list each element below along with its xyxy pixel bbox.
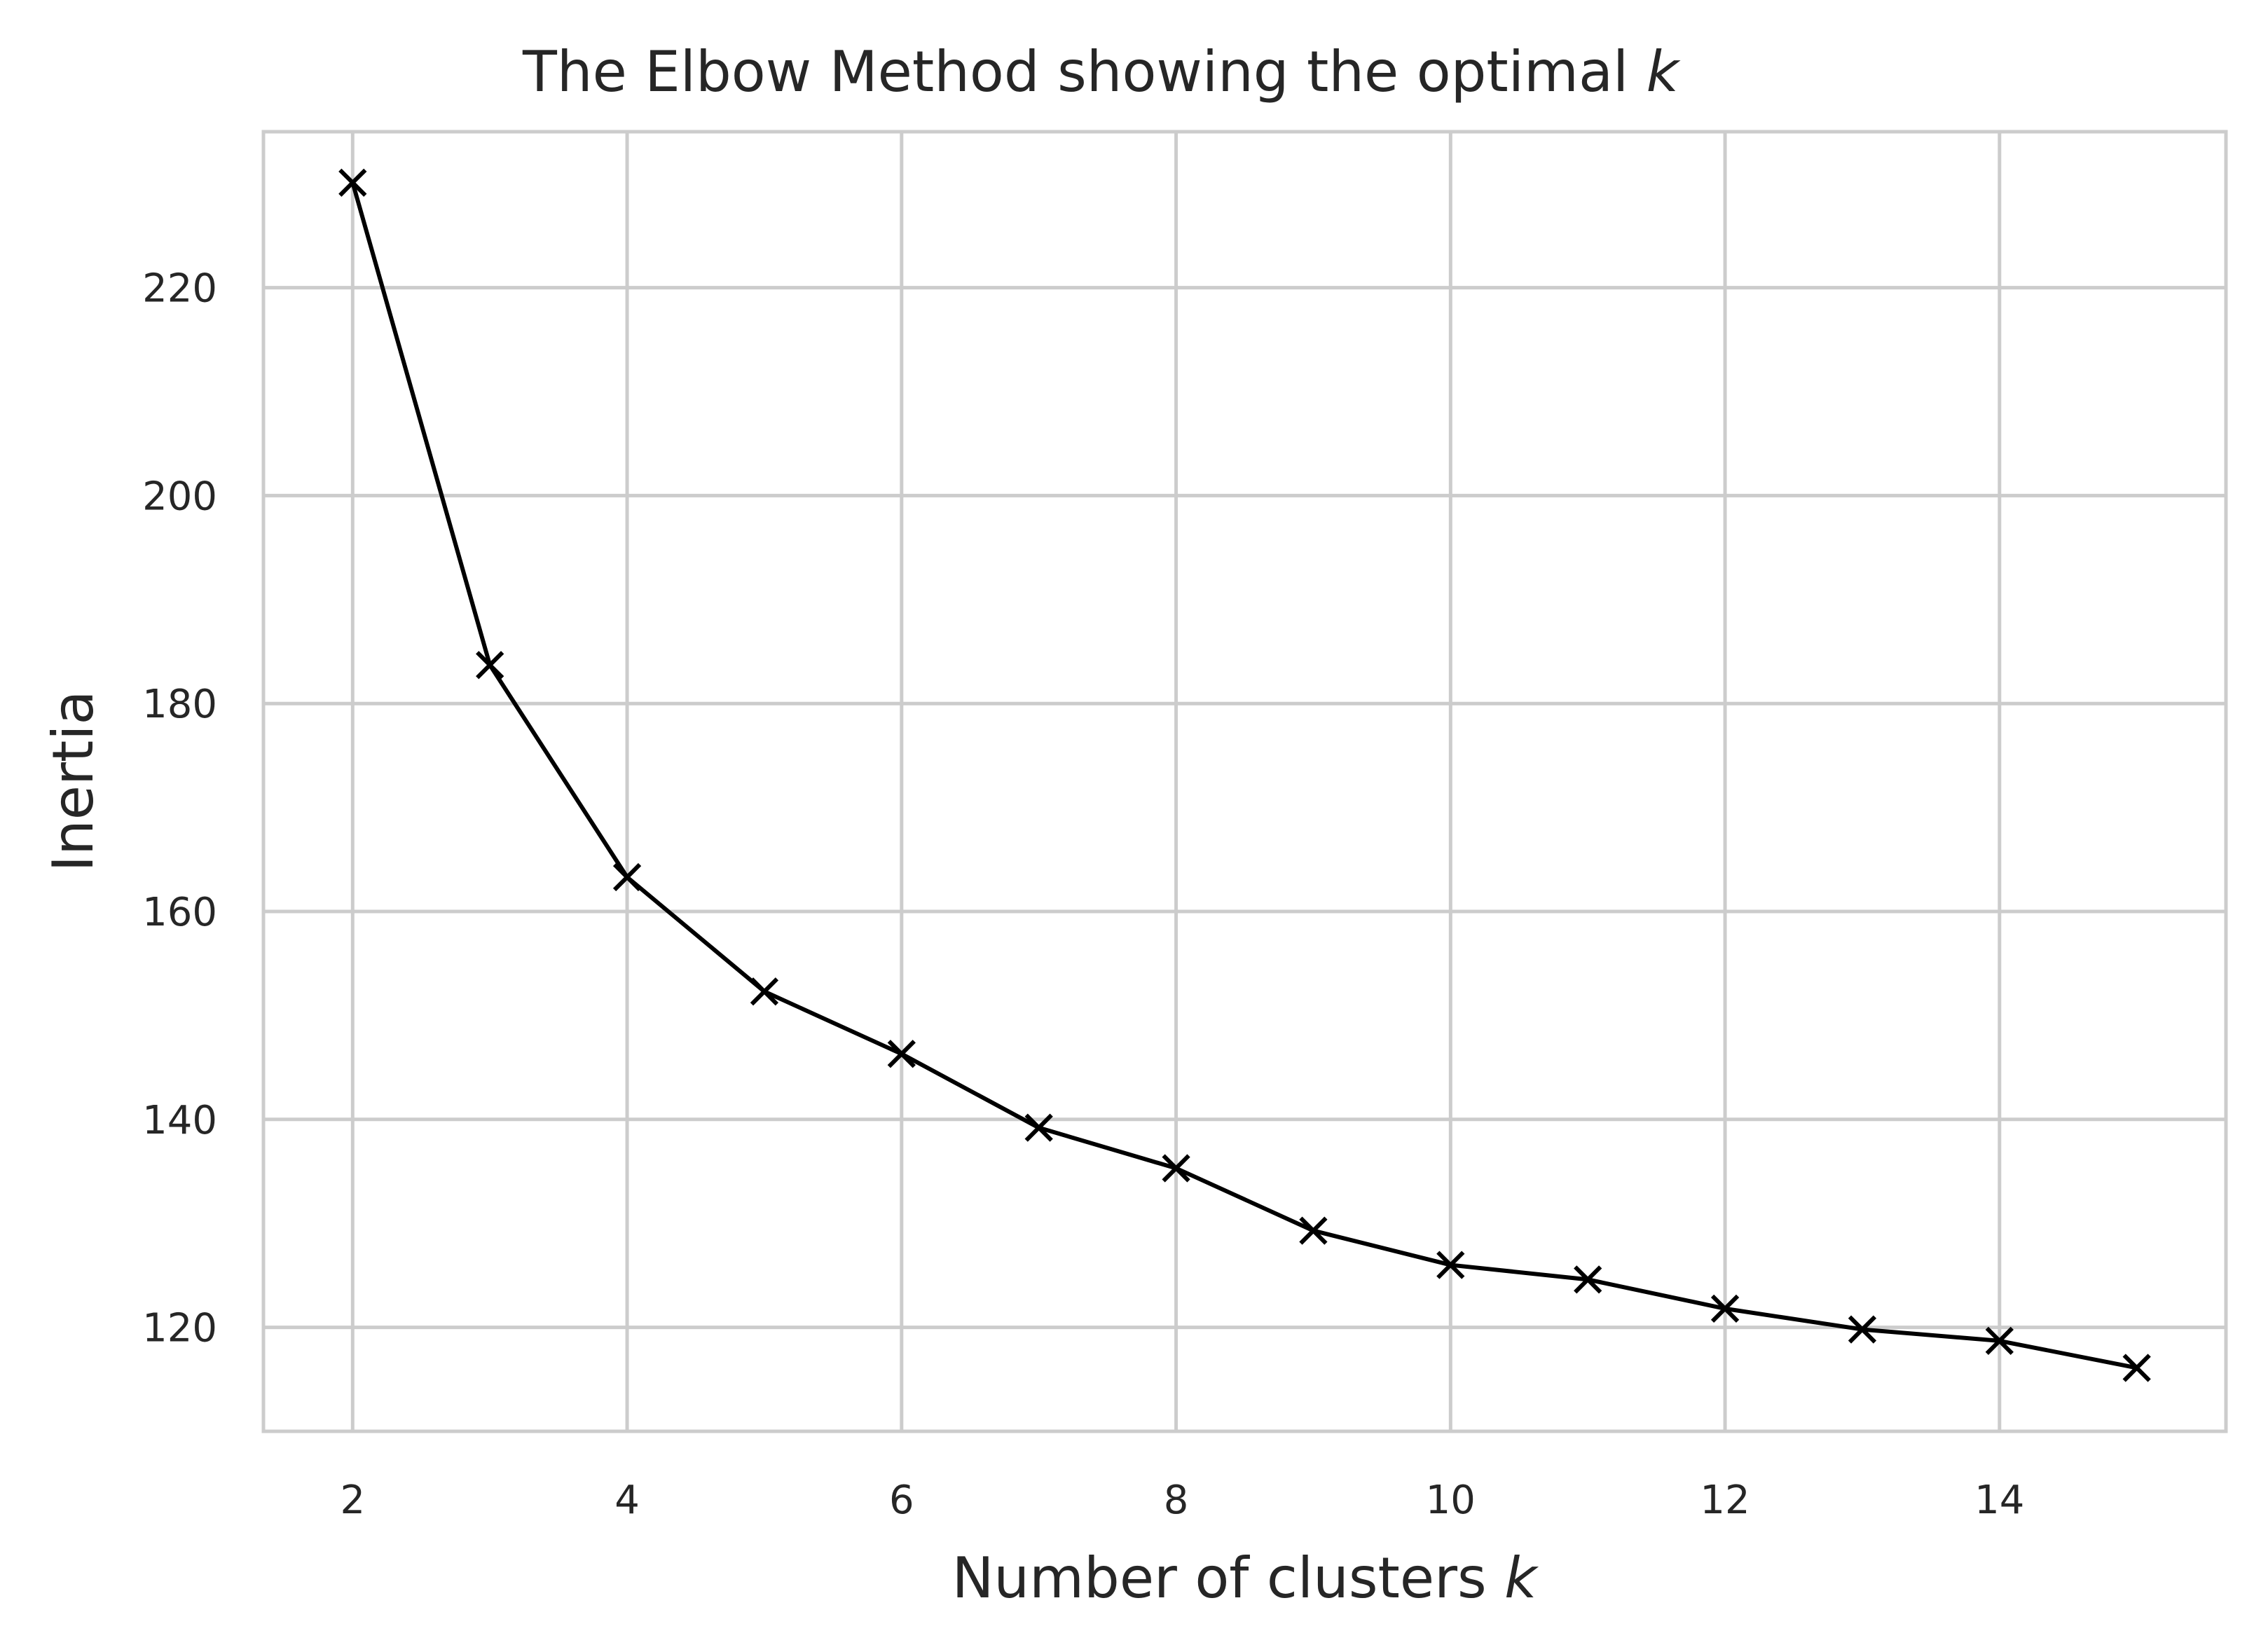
data-point-marker bbox=[1985, 1326, 2014, 1356]
y-tick-label: 160 bbox=[142, 890, 217, 935]
data-point-marker bbox=[1024, 1113, 1053, 1142]
x-tick-label: 2 bbox=[340, 1478, 365, 1523]
data-point-marker bbox=[1574, 1265, 1602, 1294]
chart-title-text: The Elbow Method showing the optimal bbox=[522, 39, 1628, 104]
grid bbox=[263, 132, 2226, 1431]
y-tick-label: 180 bbox=[142, 682, 217, 727]
data-point-marker bbox=[1162, 1154, 1190, 1183]
x-tick-label: 4 bbox=[614, 1478, 640, 1523]
x-axis-label: Number of clusters k bbox=[952, 1546, 1539, 1611]
x-tick-label: 10 bbox=[1426, 1478, 1476, 1523]
plot-frame bbox=[261, 130, 2228, 1433]
x-axis-label-k: k bbox=[1504, 1546, 1539, 1611]
data-point-marker bbox=[612, 862, 642, 892]
data-point-marker bbox=[1436, 1251, 1465, 1279]
data-point-marker bbox=[476, 651, 504, 680]
data-point-marker bbox=[1848, 1315, 1877, 1344]
y-tick-label: 140 bbox=[142, 1098, 217, 1143]
y-tick-label: 220 bbox=[142, 266, 217, 312]
chart-title-k: k bbox=[1647, 39, 1681, 104]
x-tick-label: 8 bbox=[1164, 1478, 1189, 1523]
data-point-marker bbox=[338, 168, 367, 197]
data-markers bbox=[338, 168, 2151, 1382]
tick-labels: 2 4 6 8 10 12 14 120 140 160 180 200 220 bbox=[142, 266, 2024, 1523]
x-tick-label: 12 bbox=[1700, 1478, 1750, 1523]
data-point-marker bbox=[2122, 1354, 2151, 1382]
data-point-marker bbox=[1299, 1216, 1328, 1245]
data-point-marker bbox=[750, 977, 779, 1006]
data-point-marker bbox=[887, 1040, 916, 1068]
x-tick-label: 14 bbox=[1974, 1478, 2024, 1523]
y-axis-label: Inertia bbox=[41, 690, 106, 872]
y-tick-label: 120 bbox=[142, 1306, 217, 1351]
series-line bbox=[350, 181, 2138, 1370]
x-tick-label: 6 bbox=[889, 1478, 914, 1523]
y-tick-label: 200 bbox=[142, 474, 217, 519]
x-axis-label-text: Number of clusters bbox=[952, 1546, 1487, 1611]
data-point-marker bbox=[1710, 1294, 1740, 1323]
chart-title: The Elbow Method showing the optimal k bbox=[522, 39, 1681, 104]
